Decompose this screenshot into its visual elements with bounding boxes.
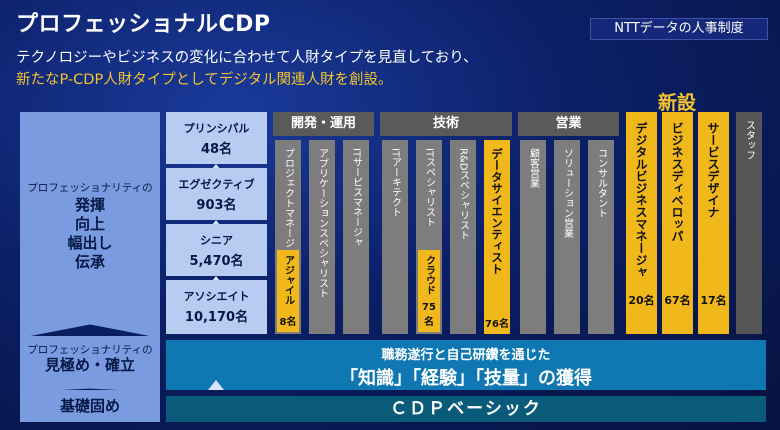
level-name: エグゼクティブ [178,178,255,191]
col-business-developer: ビジネスディベロッパ 67名 [662,112,693,334]
col-project-manager: プロジェクトマネージャ アジャイル 8名 [275,140,301,334]
subtitle-line-2: 新たなP-CDP人財タイプとしてデジタル関連人財を創設。 [16,72,393,88]
pyramid-stage-establish: プロフェッショナリティの 見極め・確立 [20,336,160,392]
col-rd-specialist: R&Dスペシャリスト [450,140,476,334]
subtitle-line-1: テクノロジーやビジネスの変化に合わせて人財タイプを見直しており、 [16,50,478,66]
col-count: 76名 [485,319,509,330]
stage-establish-small: プロフェッショナリティの [27,344,153,356]
level-senior: シニア 5,470名 [166,224,267,276]
group-tech: 技術 [380,112,512,136]
sub-badge-cloud: クラウド 75名 [418,250,440,332]
col-consultant: コンサルタント [588,140,614,334]
skill-acquisition-bar: 職務遂行と自己研鑽を通じた 「知識」「経験」「技量」の獲得 [166,340,766,390]
col-label: ソリューション営業 [561,148,573,238]
col-label: サービスデザイナ [706,122,720,218]
col-it-service-manager: ITサービスマネージャ [343,140,369,334]
col-service-designer: サービスデザイナ 17名 [698,112,729,334]
level-count: 5,470名 [189,254,244,269]
stage-word-2: 向上 [74,215,105,233]
level-count: 10,170名 [184,310,249,325]
level-count: 903名 [196,198,237,213]
sub-badge-agile: アジャイル 8名 [277,250,299,332]
stage-word-1: 発揮 [74,196,105,214]
col-staff: スタッフ [736,112,762,334]
col-it-specialist: ITスペシャリスト クラウド 75名 [416,140,442,334]
level-associate: アソシエイト 10,170名 [166,280,267,334]
col-label: プロジェクトマネージャ [282,148,294,258]
col-count: 17名 [700,294,727,307]
level-count: 48名 [200,142,233,157]
col-label: ITサービスマネージャ [350,148,362,248]
col-label: R&Dスペシャリスト [457,148,469,241]
col-label: ビジネスディベロッパ [670,122,684,242]
pyramid-stage-foundation: 基礎固め [20,390,160,422]
col-count: 20名 [628,294,655,307]
col-label: スタッフ [743,120,755,160]
stage-establish-big: 見極め・確立 [44,356,135,374]
company-badge: NTTデータの人事制度 [590,18,768,40]
skill-bar-line-1: 職務遂行と自己研鑽を通じた [381,348,551,363]
col-data-scientist: データサイエンティスト 76名 [484,140,510,334]
col-label: コンサルタント [595,148,607,218]
skill-bar-line-2: 「知識」「経験」「技量」の獲得 [340,368,592,389]
level-name: シニア [200,234,233,247]
col-label: データサイエンティスト [490,148,504,275]
col-label: デジタルビジネスマネージャ [634,122,648,278]
col-label: ITアーキテクト [389,148,401,218]
up-arrow-icon [208,380,224,390]
new-section-label: 新設 [658,92,697,114]
col-application-specialist: アプリケーションスペシャリスト [309,140,335,334]
stage-word-4: 伝承 [74,253,105,271]
col-label: 顧客営業 [527,148,539,188]
level-name: アソシエイト [183,290,250,303]
sub-label: クラウド [423,255,435,295]
sub-count: 75名 [422,302,436,328]
level-executive: エグゼクティブ 903名 [166,168,267,220]
col-label: ITスペシャリスト [423,148,435,228]
sub-label: アジャイル [282,255,294,305]
col-it-architect: ITアーキテクト [382,140,408,334]
level-name: プリンシパル [183,122,250,135]
col-client-sales: 顧客営業 [520,140,546,334]
col-digital-business-manager: デジタルビジネスマネージャ 20名 [626,112,657,334]
group-dev-ops: 開発・運用 [273,112,374,136]
stage-word-3: 幅出し [67,234,113,252]
cdp-basic-bar: ＣＤＰベーシック [166,396,766,422]
col-solution-sales: ソリューション営業 [554,140,580,334]
col-count: 67名 [664,294,691,307]
col-label: アプリケーションスペシャリスト [316,148,328,298]
stage-foundation-big: 基礎固め [59,397,120,415]
group-sales: 営業 [518,112,619,136]
sub-count: 8名 [279,317,297,328]
page-title: プロフェッショナルCDP [16,12,271,37]
level-principal: プリンシパル 48名 [166,112,267,164]
stage-small-label: プロフェッショナリティの [27,182,153,194]
pyramid-stage-professionalism: プロフェッショナリティの 発揮 向上 幅出し 伝承 [20,112,160,338]
